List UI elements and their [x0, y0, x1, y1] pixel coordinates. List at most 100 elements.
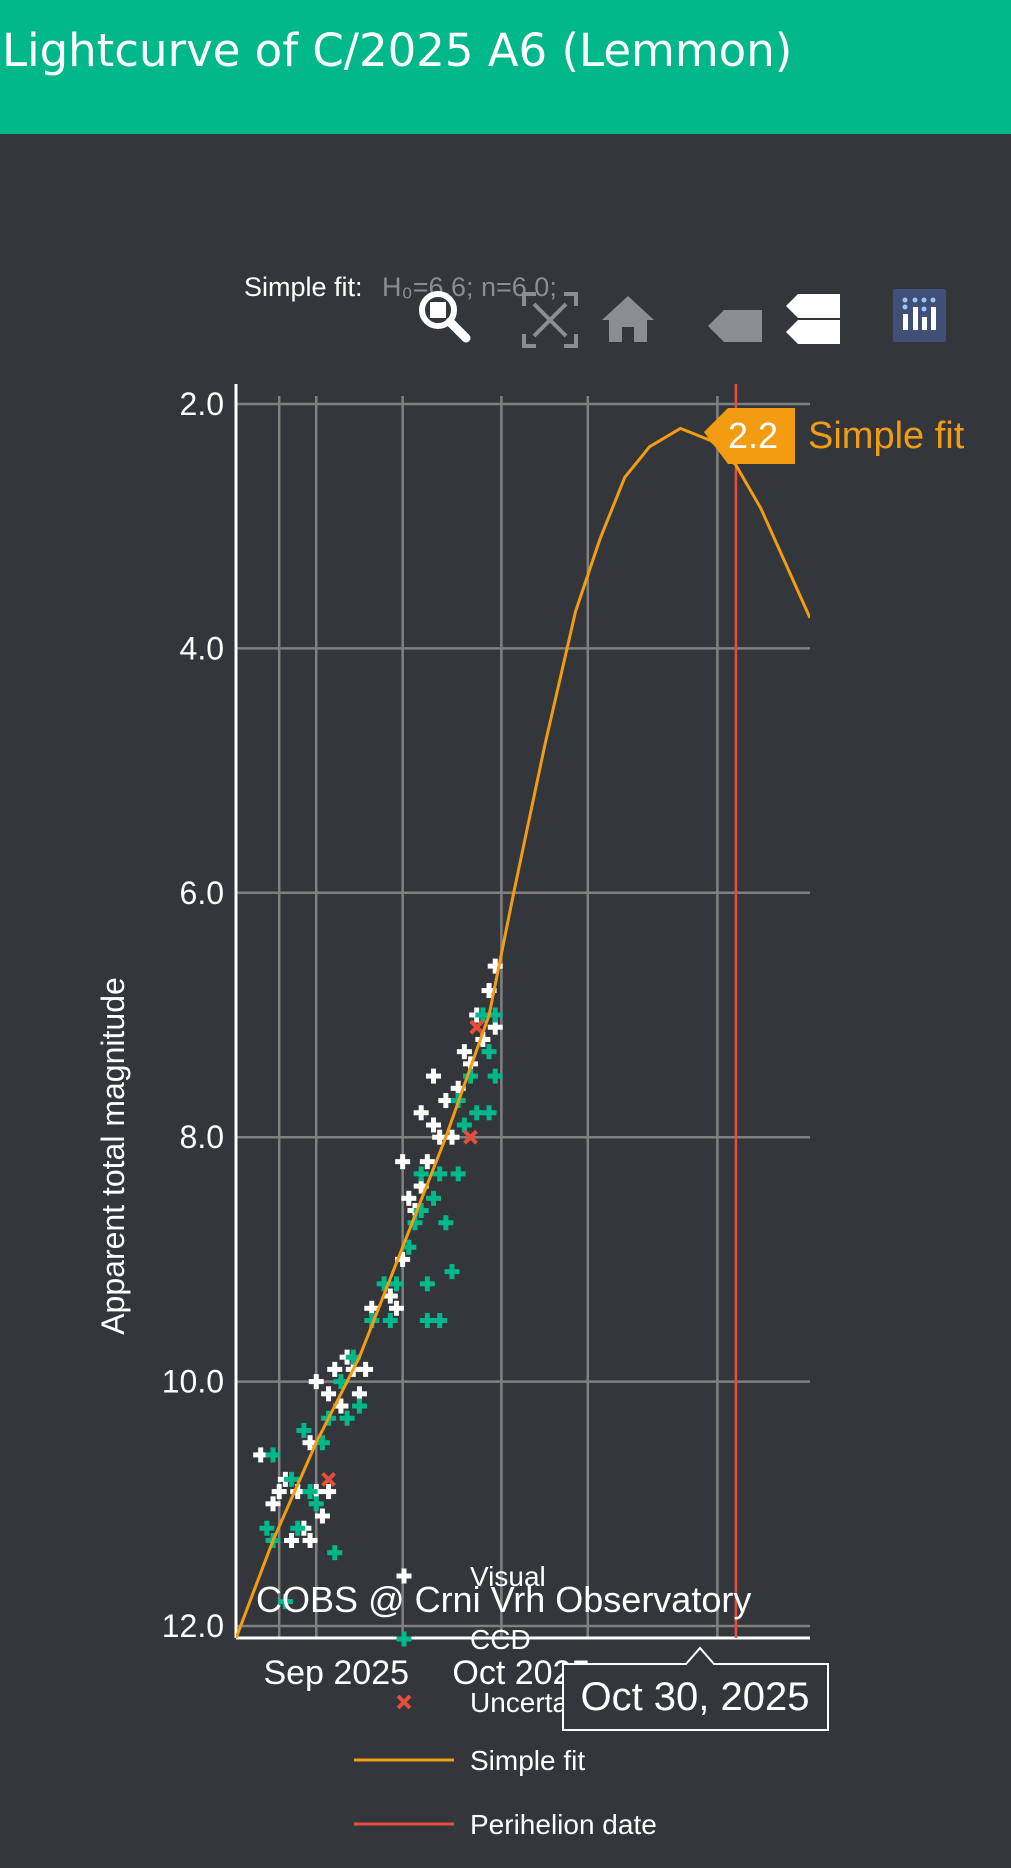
legend-item-ccd[interactable]: CCD	[396, 1624, 531, 1655]
legend-item-fit[interactable]: Simple fit	[354, 1745, 585, 1776]
ccd-point	[277, 1594, 293, 1610]
ccd-point	[450, 1166, 466, 1182]
y-tick-label: 4.0	[180, 630, 224, 666]
hover-compare-icon[interactable]	[786, 294, 840, 344]
uncertain-point	[321, 1471, 336, 1487]
ccd-point	[426, 1190, 442, 1206]
ccd-point	[432, 1166, 448, 1182]
ccd-point	[438, 1215, 454, 1231]
ccd-point	[469, 1105, 485, 1121]
ccd-point	[432, 1313, 448, 1328]
fit-hover-value: 2.2	[728, 415, 778, 456]
visual-point	[444, 1129, 460, 1145]
page-title: Lightcurve of C/2025 A6 (Lemmon)	[2, 24, 793, 77]
legend-item-perihelion[interactable]: Perihelion date	[354, 1809, 657, 1840]
ccd-point	[475, 1007, 491, 1023]
y-tick-label: 10.0	[162, 1364, 224, 1400]
visual-point	[351, 1386, 367, 1402]
y-tick-label: 6.0	[180, 875, 224, 911]
date-hover-text: Oct 30, 2025	[580, 1675, 809, 1719]
ccd-point	[333, 1374, 349, 1390]
autoscale-icon[interactable]	[522, 292, 578, 348]
ccd-point	[419, 1276, 435, 1292]
ccd-series	[259, 1007, 503, 1610]
y-tick-label: 8.0	[180, 1119, 224, 1155]
visual-point	[290, 1484, 306, 1500]
ccd-point	[382, 1313, 398, 1328]
ccd-point	[265, 1447, 281, 1463]
visual-point	[426, 1068, 442, 1084]
ccd-point	[444, 1264, 460, 1280]
ccd-point	[308, 1496, 324, 1512]
visual-point	[271, 1484, 287, 1500]
visual-point	[302, 1435, 318, 1451]
x-tick-labels: Sep 2025 Oct 2025	[263, 1654, 590, 1692]
ccd-point	[481, 1105, 497, 1121]
ccd-point	[345, 1349, 361, 1365]
ccd-point	[376, 1276, 392, 1292]
uncertain-point	[469, 1019, 485, 1035]
ccd-point	[419, 1313, 435, 1328]
legend-marker-ccd	[396, 1631, 412, 1647]
ccd-point	[487, 1007, 503, 1023]
ccd-point	[296, 1422, 312, 1438]
home-icon[interactable]	[602, 296, 654, 342]
fit-hover-name: Simple fit	[808, 415, 965, 457]
ccd-point	[327, 1545, 343, 1561]
y-tick-label: 2.0	[180, 386, 224, 422]
legend-label-fit: Simple fit	[470, 1745, 585, 1776]
legend-item-visual[interactable]: Visual	[396, 1561, 546, 1592]
legend-label-perihelion: Perihelion date	[470, 1809, 657, 1840]
visual-point	[413, 1105, 429, 1121]
legend-label-visual: Visual	[470, 1561, 546, 1592]
uncertain-point	[463, 1129, 478, 1145]
legend-marker-visual	[396, 1568, 412, 1584]
hover-closest-icon[interactable]	[708, 310, 762, 342]
fit-label: Simple fit:	[244, 272, 363, 302]
visual-point	[419, 1154, 435, 1170]
visual-point	[358, 1361, 374, 1377]
ccd-point	[388, 1276, 404, 1292]
visual-point	[314, 1508, 330, 1524]
ccd-point	[314, 1435, 330, 1451]
ccd-point	[463, 1068, 479, 1084]
legend-marker-uncertain	[396, 1694, 412, 1710]
visual-point	[487, 958, 503, 974]
legend-item-uncertain[interactable]: Uncertain	[396, 1687, 590, 1718]
visual-point	[401, 1190, 417, 1206]
fit-curve	[236, 426, 810, 1639]
visual-point	[395, 1154, 411, 1170]
visual-point	[395, 1251, 411, 1267]
visual-point	[265, 1496, 281, 1512]
visual-point	[333, 1398, 349, 1414]
credit-text: COBS @ Crni Vrh Observatory	[256, 1579, 751, 1620]
ccd-point	[413, 1166, 429, 1182]
visual-point	[253, 1447, 269, 1463]
fit-line	[236, 426, 810, 1639]
ccd-point	[351, 1398, 367, 1414]
visual-series	[253, 958, 503, 1548]
axes	[234, 384, 810, 1640]
visual-point	[321, 1386, 337, 1402]
ccd-point	[487, 1068, 503, 1084]
visual-point	[302, 1532, 318, 1548]
visual-point	[426, 1117, 442, 1133]
lightcurve-chart: 2.0 4.0 6.0 8.0 10.0 12.0 Sep 2025 Oct 2025 Ap…	[95, 272, 965, 1840]
zoom-icon[interactable]	[419, 291, 471, 343]
visual-point	[321, 1484, 337, 1500]
ccd-point	[413, 1203, 429, 1219]
y-tick-labels: 2.0 4.0 6.0 8.0 10.0 12.0	[162, 386, 224, 1644]
ccd-point	[364, 1313, 380, 1328]
plotly-logo-icon[interactable]	[893, 289, 946, 342]
ccd-point	[407, 1215, 423, 1231]
date-hover-label: Oct 30, 2025	[562, 1646, 829, 1731]
visual-point	[382, 1288, 398, 1304]
visual-point	[487, 1019, 503, 1035]
ccd-point	[456, 1117, 472, 1133]
ccd-point	[259, 1520, 275, 1536]
fit-hover-label: 2.2 Simple fit	[704, 408, 965, 464]
ccd-point	[284, 1471, 300, 1487]
visual-point	[438, 1093, 454, 1109]
visual-point	[327, 1361, 343, 1377]
visual-point	[481, 983, 497, 999]
